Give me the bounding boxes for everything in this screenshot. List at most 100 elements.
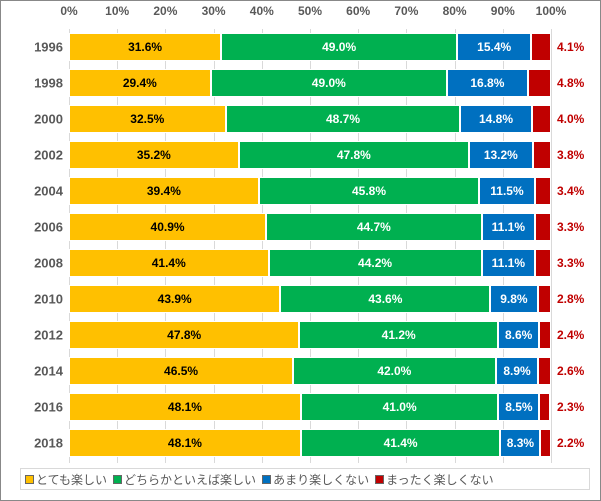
bar-segment-label: 47.8% bbox=[167, 328, 201, 342]
bar-outside-label: 4.0% bbox=[557, 112, 584, 126]
bar-segment-label: 42.0% bbox=[377, 364, 411, 378]
bar-outside-label: 2.4% bbox=[557, 328, 584, 342]
bar-segment-s3: 8.6% bbox=[498, 321, 539, 349]
bar-outside-label: 3.3% bbox=[557, 220, 584, 234]
y-axis-label: 2002 bbox=[17, 148, 63, 163]
legend-swatch bbox=[375, 475, 384, 484]
x-tick-label: 40% bbox=[250, 4, 274, 18]
x-tick-label: 60% bbox=[346, 4, 370, 18]
bar-segment-s4 bbox=[538, 357, 551, 385]
bar-segment-s1: 39.4% bbox=[69, 177, 259, 205]
bar-segment-s1: 40.9% bbox=[69, 213, 266, 241]
bar-segment-s2: 45.8% bbox=[259, 177, 480, 205]
bar-segment-s1: 46.5% bbox=[69, 357, 293, 385]
bar-segment-label: 43.6% bbox=[368, 292, 402, 306]
bar-segment-label: 44.7% bbox=[357, 220, 391, 234]
bar-segment-label: 46.5% bbox=[164, 364, 198, 378]
bar-segment-s1: 41.4% bbox=[69, 249, 269, 277]
plot-area: 199631.6%49.0%15.4%4.1%199829.4%49.0%16.… bbox=[69, 29, 551, 463]
legend-item: あまり楽しくない bbox=[262, 471, 369, 488]
bar-segment-s3: 8.5% bbox=[498, 393, 539, 421]
bar-segment-s4 bbox=[538, 285, 551, 313]
bar-segment-label: 11.1% bbox=[492, 220, 525, 234]
bar-segment-label: 47.8% bbox=[337, 148, 371, 162]
bar-segment-label: 44.2% bbox=[358, 256, 392, 270]
bar-segment-s2: 43.6% bbox=[280, 285, 490, 313]
bar-segment-s2: 41.4% bbox=[301, 429, 501, 457]
bar-outside-label: 2.8% bbox=[557, 292, 584, 306]
bar-segment-label: 41.2% bbox=[382, 328, 416, 342]
chart-row: 200032.5%48.7%14.8%4.0% bbox=[69, 101, 551, 137]
bar-outside-label: 3.4% bbox=[557, 184, 584, 198]
bar-track: 46.5% 42.0% 8.9% bbox=[69, 357, 551, 385]
legend-swatch bbox=[262, 475, 271, 484]
bar-segment-s4 bbox=[528, 69, 551, 97]
bar-segment-label: 48.1% bbox=[168, 436, 202, 450]
y-axis-label: 1996 bbox=[17, 40, 63, 55]
y-axis-label: 2004 bbox=[17, 184, 63, 199]
x-tick-label: 20% bbox=[153, 4, 177, 18]
legend-item: とても楽しい bbox=[25, 471, 107, 488]
y-axis-label: 2006 bbox=[17, 220, 63, 235]
bar-segment-s3: 11.1% bbox=[482, 249, 536, 277]
bar-segment-label: 45.8% bbox=[352, 184, 386, 198]
bar-segment-s4 bbox=[540, 429, 551, 457]
bar-segment-s4 bbox=[535, 177, 551, 205]
x-tick-label: 30% bbox=[202, 4, 226, 18]
bar-segment-s4 bbox=[535, 249, 551, 277]
bar-segment-label: 31.6% bbox=[128, 40, 162, 54]
bar-segment-s2: 47.8% bbox=[239, 141, 469, 169]
bar-segment-s3: 11.5% bbox=[479, 177, 534, 205]
x-tick-label: 50% bbox=[298, 4, 322, 18]
bar-segment-s4 bbox=[539, 321, 551, 349]
bar-segment-s2: 48.7% bbox=[226, 105, 461, 133]
legend-label: まったく楽しくない bbox=[386, 471, 494, 488]
y-axis-label: 2000 bbox=[17, 112, 63, 127]
bar-segment-s1: 43.9% bbox=[69, 285, 280, 313]
bar-segment-label: 9.8% bbox=[500, 292, 527, 306]
bar-segment-label: 48.1% bbox=[168, 400, 202, 414]
x-tick-label: 80% bbox=[443, 4, 467, 18]
chart-row: 199829.4%49.0%16.8%4.8% bbox=[69, 65, 551, 101]
bar-segment-s2: 49.0% bbox=[221, 33, 457, 61]
stacked-bar-chart: 0%10%20%30%40%50%60%70%80%90%100% 199631… bbox=[0, 0, 601, 501]
bar-segment-label: 11.1% bbox=[492, 256, 525, 270]
x-axis: 0%10%20%30%40%50%60%70%80%90%100% bbox=[69, 4, 551, 24]
bar-segment-s4 bbox=[531, 33, 551, 61]
bar-track: 31.6%49.0%15.4% bbox=[69, 33, 551, 61]
y-axis-label: 2014 bbox=[17, 364, 63, 379]
legend-swatch bbox=[113, 475, 122, 484]
bar-outside-label: 3.8% bbox=[557, 148, 584, 162]
bar-segment-s1: 29.4% bbox=[69, 69, 211, 97]
legend-item: どちらかといえば楽しい bbox=[113, 471, 256, 488]
bar-segment-s3: 16.8% bbox=[447, 69, 528, 97]
bar-segment-label: 41.4% bbox=[152, 256, 186, 270]
legend-label: あまり楽しくない bbox=[273, 471, 369, 488]
chart-row: 201043.9%43.6%9.8%2.8% bbox=[69, 281, 551, 317]
bar-outside-label: 2.2% bbox=[557, 436, 584, 450]
chart-row: 200439.4%45.8%11.5%3.4% bbox=[69, 173, 551, 209]
bar-track: 39.4% 45.8% 11.5% bbox=[69, 177, 551, 205]
chart-row: 201446.5%42.0%8.9%2.6% bbox=[69, 353, 551, 389]
bar-outside-label: 4.8% bbox=[557, 76, 584, 90]
bar-segment-s1: 35.2% bbox=[69, 141, 239, 169]
bar-outside-label: 2.6% bbox=[557, 364, 584, 378]
bar-segment-s2: 44.7% bbox=[266, 213, 481, 241]
bar-segment-s3: 13.2% bbox=[469, 141, 533, 169]
bar-segment-label: 48.7% bbox=[326, 112, 360, 126]
bar-outside-label: 4.1% bbox=[557, 40, 584, 54]
bar-segment-label: 29.4% bbox=[123, 76, 157, 90]
bar-segment-label: 13.2% bbox=[484, 148, 518, 162]
bar-segment-s1: 48.1% bbox=[69, 429, 301, 457]
bar-segment-label: 39.4% bbox=[147, 184, 181, 198]
legend: とても楽しいどちらかといえば楽しいあまり楽しくないまったく楽しくない bbox=[20, 468, 590, 490]
bar-segment-label: 41.4% bbox=[384, 436, 418, 450]
y-axis-label: 2018 bbox=[17, 436, 63, 451]
bar-segment-s2: 44.2% bbox=[269, 249, 482, 277]
chart-row: 199631.6%49.0%15.4%4.1% bbox=[69, 29, 551, 65]
bar-segment-s1: 47.8% bbox=[69, 321, 299, 349]
bar-segment-s4 bbox=[539, 393, 550, 421]
chart-row: 201648.1%41.0%8.5%2.3% bbox=[69, 389, 551, 425]
bar-segment-label: 8.9% bbox=[503, 364, 530, 378]
bar-outside-label: 2.3% bbox=[557, 400, 584, 414]
